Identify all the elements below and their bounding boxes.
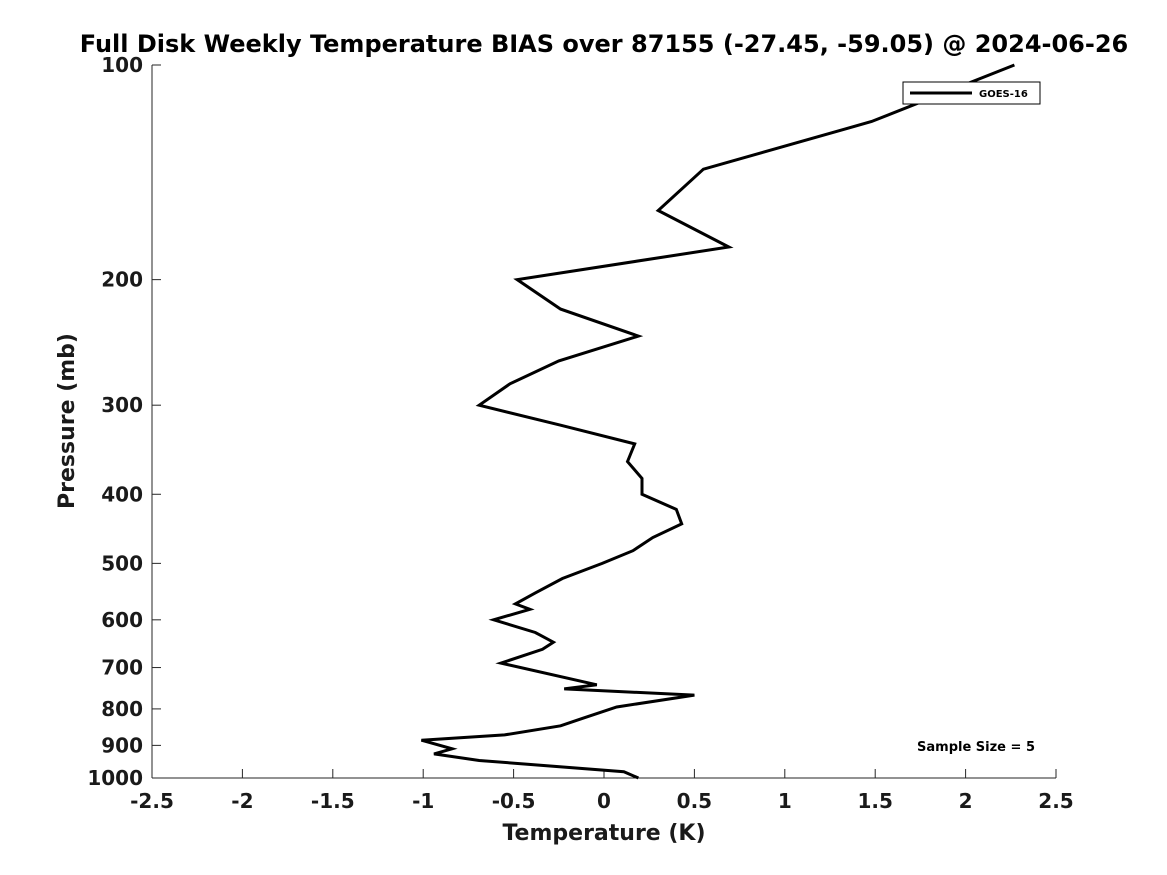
- x-tick-label: -2: [231, 789, 253, 813]
- x-tick-label: 1: [778, 789, 792, 813]
- y-tick-label: 300: [101, 393, 143, 417]
- series-layer: [420, 63, 1015, 780]
- y-tick-label: 900: [101, 733, 143, 757]
- y-axis: 100 200 300 400 500 600 700 800 900 1000: [87, 53, 161, 790]
- x-tick-label: 1.5: [857, 789, 892, 813]
- x-tick-label: 0: [597, 789, 611, 813]
- legend-label-goes-16: GOES-16: [979, 89, 1028, 100]
- y-tick-label: 400: [101, 482, 143, 506]
- x-tick-label: -1.5: [311, 789, 355, 813]
- chart-title: Full Disk Weekly Temperature BIAS over 8…: [80, 30, 1128, 58]
- y-axis-label: Pressure (mb): [55, 333, 80, 509]
- x-axis-label: Temperature (K): [502, 821, 705, 846]
- x-tick-label: -0.5: [492, 789, 536, 813]
- legend: GOES-16: [902, 81, 1041, 105]
- x-tick-label: 2.5: [1038, 789, 1073, 813]
- sample-size-annotation: Sample Size = 5: [917, 740, 1035, 755]
- x-axis: -2.5 -2 -1.5 -1 -0.5 0 0.5 1 1.5 2 2.5: [130, 769, 1074, 813]
- y-tick-label: 600: [101, 608, 143, 632]
- x-tick-label: 2: [959, 789, 973, 813]
- x-tick-label: 0.5: [677, 789, 712, 813]
- y-tick-label: 1000: [87, 766, 143, 790]
- y-tick-label: 500: [101, 551, 143, 575]
- x-tick-label: -1: [412, 789, 434, 813]
- x-tick-label: -2.5: [130, 789, 174, 813]
- series-line-goes-16: [420, 63, 1015, 780]
- plot-frame: [151, 65, 1056, 779]
- y-tick-label: 200: [101, 268, 143, 292]
- y-tick-label: 700: [101, 656, 143, 680]
- y-tick-label: 100: [101, 53, 143, 77]
- y-tick-label: 800: [101, 697, 143, 721]
